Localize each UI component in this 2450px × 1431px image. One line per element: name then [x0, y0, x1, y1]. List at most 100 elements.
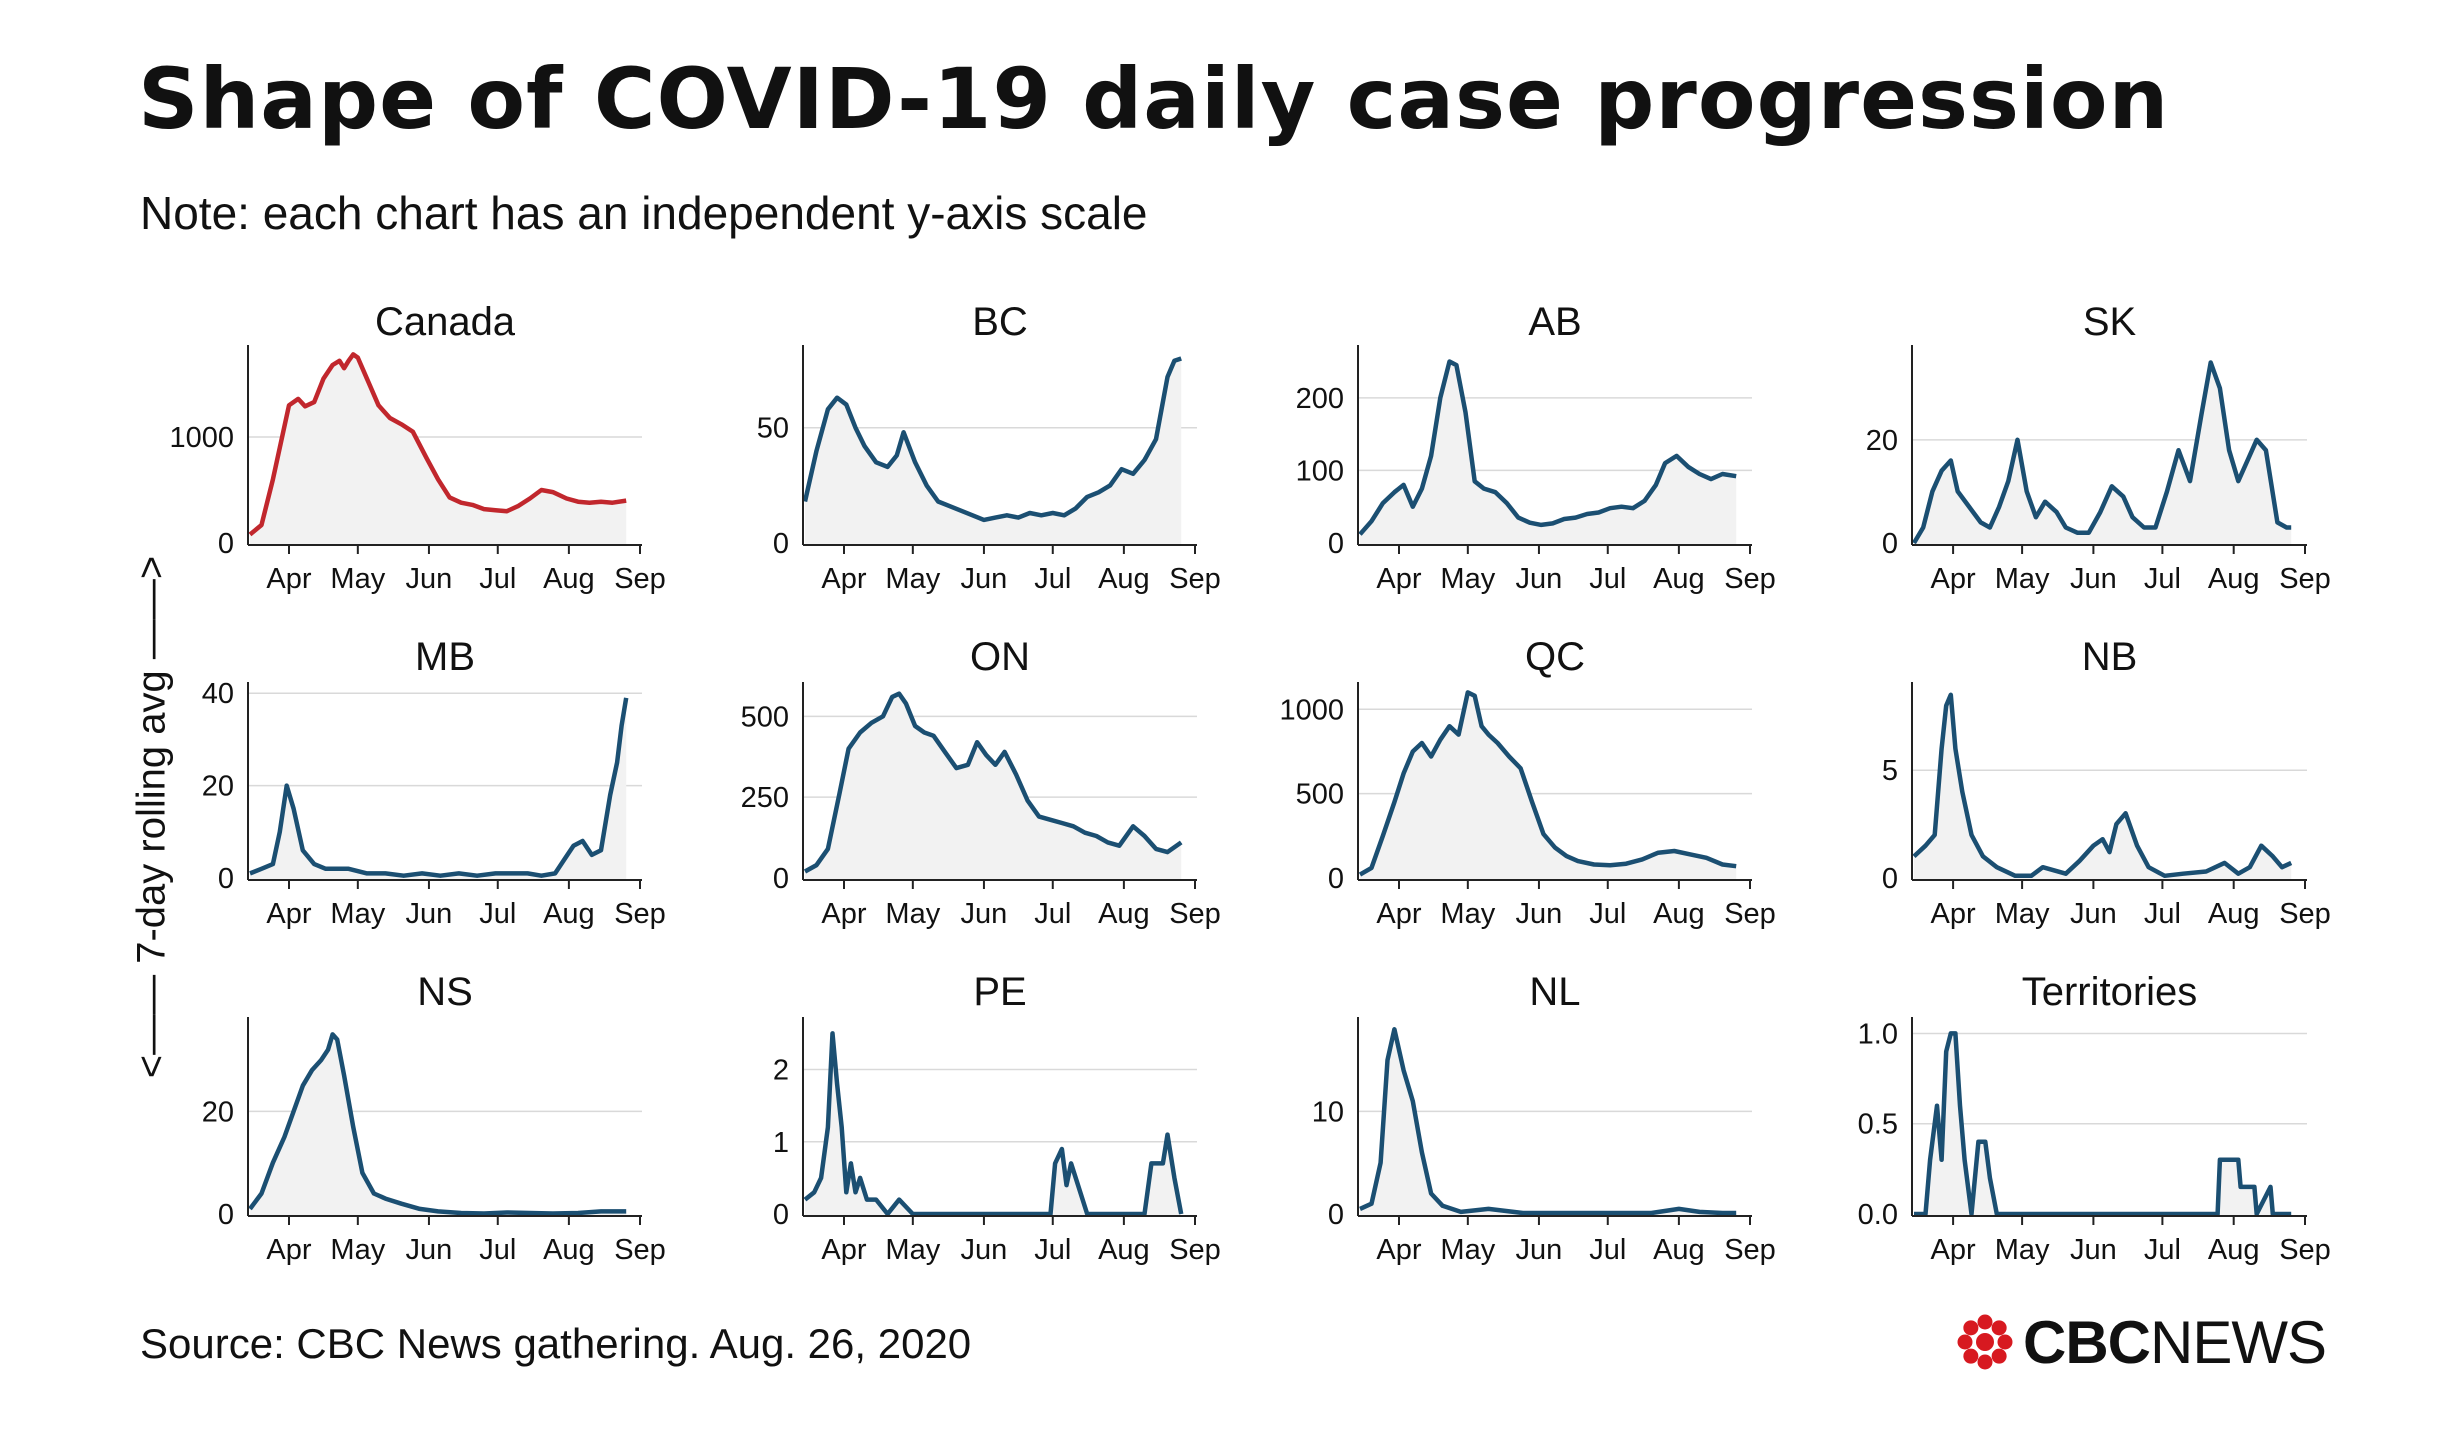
x-tick-label: Aug	[1653, 1234, 1705, 1266]
panel-on: ON 0 250 500 Apr May Jun Jul Aug Sep	[741, 635, 1221, 930]
x-tick-label: Jun	[1516, 898, 1563, 930]
x-tick-label: Aug	[1098, 563, 1150, 595]
gem-petal	[1991, 1348, 2007, 1364]
panel-mb: MB 0 20 40 Apr May Jun Jul Aug Sep	[202, 635, 666, 930]
x-tick-label: Jun	[406, 1234, 453, 1266]
panel-title: Territories	[2022, 970, 2198, 1014]
panel-ns: NS 0 20 Apr May Jun Jul Aug Sep	[202, 970, 666, 1266]
x-tick-label: Aug	[1098, 898, 1150, 930]
x-tick-label: Apr	[1931, 1234, 1976, 1266]
gem-petal	[1997, 1334, 2013, 1350]
series-line	[1912, 360, 2292, 545]
gem-petal	[1977, 1354, 1993, 1370]
x-tick-label: Sep	[1169, 1234, 1221, 1266]
x-tick-label: Aug	[2208, 898, 2260, 930]
series-line	[248, 1032, 627, 1216]
x-tick-label: Apr	[821, 1234, 866, 1266]
x-tick-label: May	[1440, 563, 1495, 595]
series-line	[249, 697, 629, 878]
panel-territories: Territories 0.0 0.5 1.0 Apr May Jun Jul Aug Sep	[1858, 970, 2331, 1266]
x-tick-label: Sep	[1169, 898, 1221, 930]
panel-sk: SK 0 20 Apr May Jun Jul Aug Sep	[1866, 300, 2331, 595]
x-tick-label: Sep	[1724, 563, 1776, 595]
series-line	[802, 356, 1182, 523]
series-area	[1914, 362, 2292, 544]
y-tick-label: 0	[1328, 528, 1344, 560]
x-tick-label: Aug	[1653, 563, 1705, 595]
x-tick-label: Sep	[614, 563, 666, 595]
panel-canada: Canada 0 1000 Apr May Jun Jul Aug Sep	[169, 300, 665, 595]
y-tick-label: 20	[202, 1096, 234, 1128]
x-tick-label: Jun	[2070, 563, 2117, 595]
cbc-gem-icon	[1957, 1314, 2013, 1370]
y-tick-label: 2	[773, 1055, 789, 1087]
y-tick-label: 0	[218, 528, 234, 560]
panel-title: MB	[415, 635, 475, 679]
panel-nl: NL 0 10 Apr May Jun Jul Aug Sep	[1312, 970, 1776, 1266]
y-tick-label: 5	[1882, 755, 1898, 787]
chart-subtitle: Note: each chart has an independent y-ax…	[140, 187, 1148, 239]
x-tick-label: Jul	[479, 563, 516, 595]
panel-title: BC	[972, 300, 1028, 344]
x-tick-label: Apr	[1376, 563, 1421, 595]
x-tick-label: Jun	[961, 898, 1008, 930]
series-area	[805, 693, 1182, 879]
x-tick-label: Apr	[1376, 1234, 1421, 1266]
x-tick-label: May	[330, 898, 385, 930]
x-tick-label: May	[330, 563, 385, 595]
y-tick-label: 200	[1296, 383, 1344, 415]
y-tick-label: 250	[741, 782, 789, 814]
x-tick-label: Jun	[1516, 1234, 1563, 1266]
y-tick-label: 0	[218, 863, 234, 895]
x-tick-label: Sep	[2279, 563, 2331, 595]
panel-title: NB	[2082, 635, 2138, 679]
x-tick-label: Jul	[1034, 563, 1071, 595]
y-tick-label: 20	[202, 771, 234, 803]
x-tick-label: Sep	[614, 898, 666, 930]
gem-petal	[1991, 1320, 2007, 1336]
y-tick-label: 500	[741, 701, 789, 733]
y-tick-label: 10	[1312, 1096, 1344, 1128]
x-tick-label: Apr	[266, 563, 311, 595]
panel-title: QC	[1525, 635, 1585, 679]
y-tick-label: 0	[773, 863, 789, 895]
x-tick-label: Apr	[821, 563, 866, 595]
x-tick-label: May	[885, 898, 940, 930]
x-tick-label: Apr	[266, 898, 311, 930]
panel-title: NL	[1529, 970, 1580, 1014]
series-line	[1914, 1031, 2292, 1217]
gem-petal	[1977, 1314, 1993, 1330]
x-tick-label: Jun	[406, 563, 453, 595]
gem-petal	[1957, 1334, 1973, 1350]
y-tick-label: 0.0	[1858, 1199, 1898, 1231]
x-tick-label: Jul	[1034, 1234, 1071, 1266]
x-tick-label: Jul	[479, 1234, 516, 1266]
y-tick-label: 0	[1328, 1199, 1344, 1231]
x-tick-label: May	[1995, 1234, 2050, 1266]
y-tick-label: 500	[1296, 779, 1344, 811]
y-tick-label: 20	[1866, 425, 1898, 457]
series-area	[250, 354, 627, 544]
cbc-news-logo: CBC NEWS	[1955, 1306, 2327, 1378]
x-tick-label: Aug	[2208, 563, 2260, 595]
x-tick-label: Jul	[1589, 898, 1626, 930]
x-tick-label: Aug	[1098, 1234, 1150, 1266]
series-area	[1360, 692, 1737, 879]
series-area	[1914, 694, 2292, 879]
x-tick-label: May	[885, 1234, 940, 1266]
x-tick-label: Jul	[2144, 563, 2181, 595]
series-line	[803, 1031, 1184, 1217]
series-area	[250, 1034, 627, 1215]
x-tick-label: May	[1440, 1234, 1495, 1266]
y-tick-label: 0	[773, 1199, 789, 1231]
y-tick-label: 100	[1296, 455, 1344, 487]
panel-qc: QC 0 500 1000 Apr May Jun Jul Aug Sep	[1279, 635, 1775, 930]
x-tick-label: May	[885, 563, 940, 595]
x-tick-label: Aug	[543, 563, 595, 595]
x-tick-label: Jul	[1589, 1234, 1626, 1266]
x-tick-label: Sep	[2279, 898, 2331, 930]
panel-title: ON	[970, 635, 1030, 679]
panel-title: Canada	[375, 300, 516, 344]
gem-petal	[1963, 1348, 1979, 1364]
y-tick-label: 50	[757, 413, 789, 445]
